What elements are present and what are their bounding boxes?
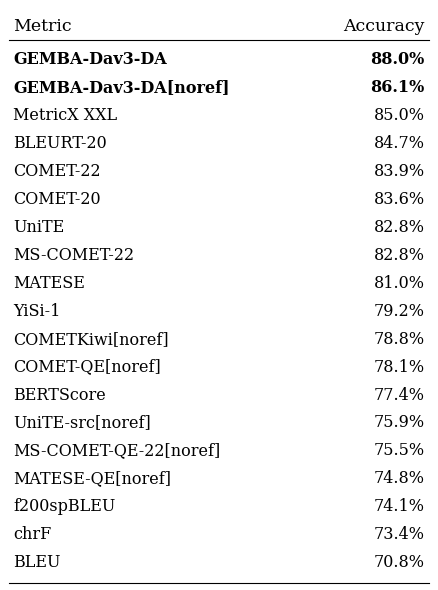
Text: MetricX XXL: MetricX XXL	[13, 107, 117, 124]
Text: COMET-20: COMET-20	[13, 191, 101, 208]
Text: 84.7%: 84.7%	[374, 135, 425, 152]
Text: 78.1%: 78.1%	[374, 359, 425, 376]
Text: MATESE: MATESE	[13, 275, 85, 291]
Text: 82.8%: 82.8%	[374, 247, 425, 264]
Text: Accuracy: Accuracy	[343, 18, 425, 35]
Text: 79.2%: 79.2%	[374, 303, 425, 320]
Text: UniTE: UniTE	[13, 219, 64, 236]
Text: 82.8%: 82.8%	[374, 219, 425, 236]
Text: BLEU: BLEU	[13, 554, 60, 571]
Text: 88.0%: 88.0%	[371, 51, 425, 68]
Text: 75.9%: 75.9%	[374, 415, 425, 431]
Text: MS-COMET-22: MS-COMET-22	[13, 247, 134, 264]
Text: 86.1%: 86.1%	[371, 79, 425, 96]
Text: UniTE-src[noref]: UniTE-src[noref]	[13, 415, 151, 431]
Text: 74.1%: 74.1%	[374, 499, 425, 515]
Text: GEMBA-Dav3-DA: GEMBA-Dav3-DA	[13, 51, 167, 68]
Text: 83.6%: 83.6%	[374, 191, 425, 208]
Text: MATESE-QE[noref]: MATESE-QE[noref]	[13, 470, 171, 487]
Text: MS-COMET-QE-22[noref]: MS-COMET-QE-22[noref]	[13, 442, 220, 460]
Text: 81.0%: 81.0%	[374, 275, 425, 291]
Text: YiSi-1: YiSi-1	[13, 303, 60, 320]
Text: f200spBLEU: f200spBLEU	[13, 499, 116, 515]
Text: COMET-22: COMET-22	[13, 163, 101, 180]
Text: 74.8%: 74.8%	[374, 470, 425, 487]
Text: 70.8%: 70.8%	[374, 554, 425, 571]
Text: Metric: Metric	[13, 18, 72, 35]
Text: 75.5%: 75.5%	[374, 442, 425, 460]
Text: COMETKiwi[noref]: COMETKiwi[noref]	[13, 330, 169, 348]
Text: chrF: chrF	[13, 526, 51, 543]
Text: COMET-QE[noref]: COMET-QE[noref]	[13, 359, 161, 376]
Text: GEMBA-Dav3-DA[noref]: GEMBA-Dav3-DA[noref]	[13, 79, 230, 96]
Text: 83.9%: 83.9%	[374, 163, 425, 180]
Text: 73.4%: 73.4%	[374, 526, 425, 543]
Text: BERTScore: BERTScore	[13, 386, 106, 404]
Text: 85.0%: 85.0%	[374, 107, 425, 124]
Text: 77.4%: 77.4%	[374, 386, 425, 404]
Text: 78.8%: 78.8%	[374, 330, 425, 348]
Text: BLEURT-20: BLEURT-20	[13, 135, 107, 152]
